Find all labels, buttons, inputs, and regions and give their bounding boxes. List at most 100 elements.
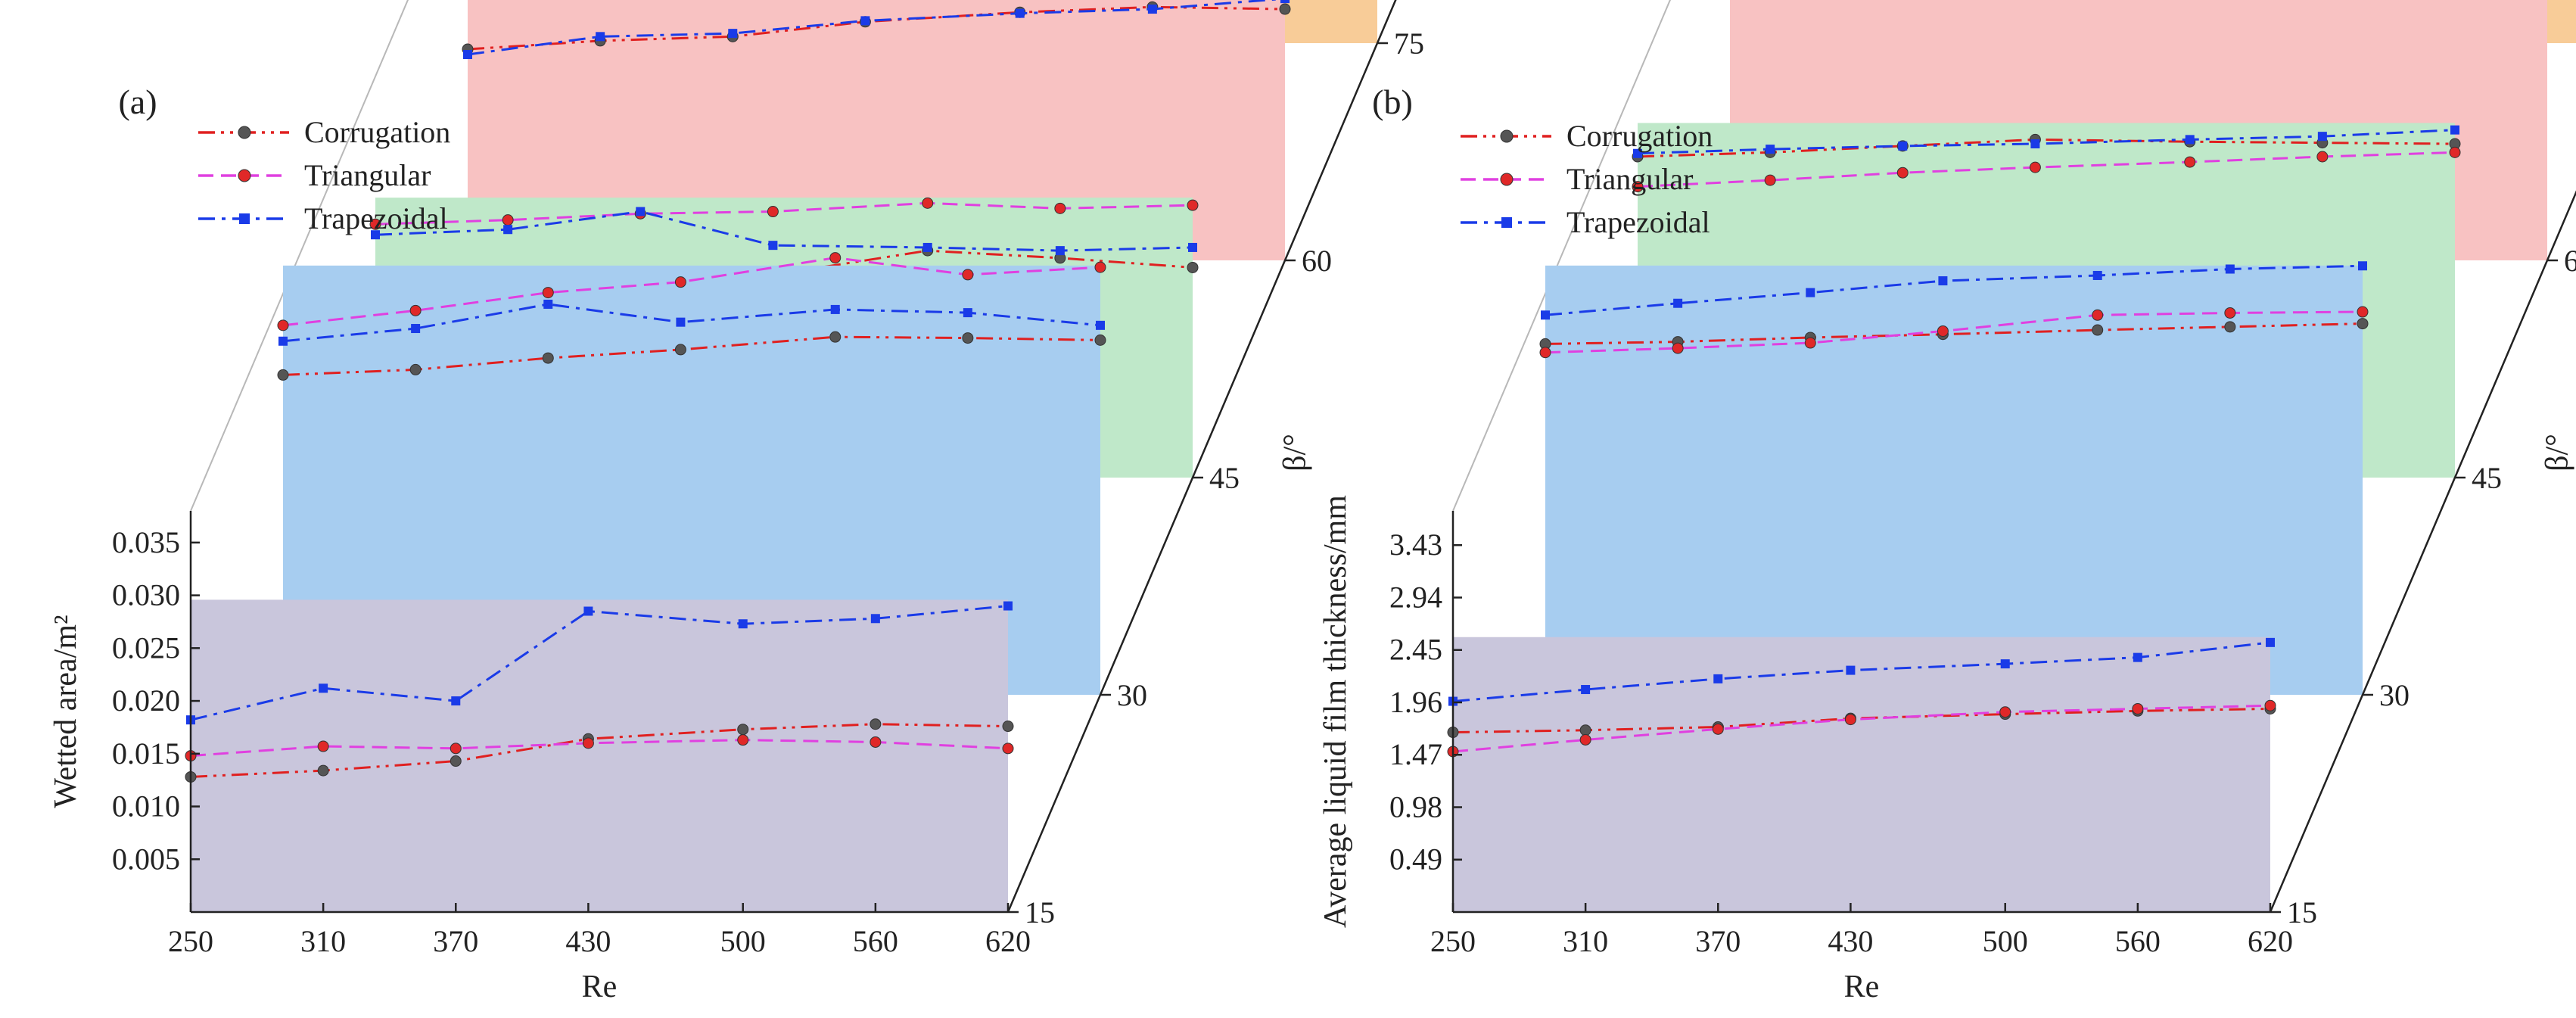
data-point-triangular	[450, 742, 462, 755]
x-tick-label: 620	[2248, 924, 2293, 958]
data-point-corrugation	[317, 764, 329, 777]
data-point-trapezoidal	[1188, 242, 1197, 252]
y-tick-label: 0.49	[1389, 842, 1442, 876]
x-tick-label: 370	[433, 924, 478, 958]
data-point-corrugation	[1579, 724, 1591, 736]
legend-marker-corrugation	[238, 126, 251, 139]
data-point-triangular	[502, 214, 514, 226]
y-tick-label: 1.96	[1389, 685, 1442, 719]
x-axis-title: Re	[582, 970, 618, 1004]
data-point-trapezoidal	[2450, 125, 2459, 135]
data-point-trapezoidal	[583, 606, 593, 616]
legend-marker-trapezoidal	[239, 213, 250, 224]
slice-beta-15	[1447, 637, 2276, 912]
legend-label-corrugation: Corrugation	[1566, 119, 1713, 153]
data-point-trapezoidal	[1673, 298, 1683, 308]
z-tick-label: 45	[2472, 461, 2502, 495]
data-point-corrugation	[1002, 721, 1014, 733]
data-point-trapezoidal	[1147, 5, 1157, 14]
slice-beta-30	[1539, 261, 2369, 695]
data-point-corrugation	[1187, 261, 1199, 273]
data-point-trapezoidal	[1280, 0, 1290, 4]
data-point-trapezoidal	[503, 225, 513, 235]
data-point-trapezoidal	[1096, 320, 1105, 330]
z-tick-label: 45	[1209, 461, 1240, 495]
x-tick-label: 430	[1828, 924, 1873, 958]
y-tick-label: 0.015	[112, 736, 180, 771]
data-point-trapezoidal	[1003, 601, 1013, 611]
data-point-trapezoidal	[1898, 141, 1908, 151]
data-point-trapezoidal	[870, 614, 880, 624]
legend-label-trapezoidal: Trapezoidal	[304, 201, 448, 235]
data-point-triangular	[2132, 702, 2144, 714]
data-point-trapezoidal	[860, 16, 870, 26]
data-point-trapezoidal	[922, 242, 932, 252]
data-point-corrugation	[542, 352, 554, 364]
data-point-trapezoidal	[768, 241, 778, 251]
x-axis-title: Re	[1844, 970, 1880, 1004]
data-point-trapezoidal	[463, 50, 472, 60]
chart-panel-b: 0.49 0.98 1.47 1.96 2.45 2.94 3.43 250 310 370 430…	[1318, 0, 2576, 1004]
data-point-triangular	[829, 252, 842, 264]
data-point-triangular	[1937, 325, 1949, 337]
y-tick-label: 0.025	[112, 630, 180, 665]
data-point-trapezoidal	[1713, 674, 1723, 683]
data-point-trapezoidal	[2317, 132, 2327, 142]
x-tick-label: 500	[720, 924, 766, 958]
data-point-triangular	[737, 734, 749, 746]
slab-beta-60	[468, 0, 1285, 260]
data-point-triangular	[2092, 309, 2104, 321]
data-point-triangular	[2184, 156, 2196, 168]
data-point-trapezoidal	[728, 29, 738, 39]
data-point-triangular	[1632, 181, 1644, 193]
data-point-triangular	[2316, 151, 2329, 163]
data-point-trapezoidal	[963, 308, 972, 318]
chart-legend: Corrugation Triangular Trapezoidal	[1461, 119, 1713, 239]
z-tick-label: 75	[1394, 26, 1424, 61]
z-tick-label: 60	[1302, 244, 1332, 278]
data-point-trapezoidal	[738, 619, 748, 629]
data-point-triangular	[369, 218, 381, 230]
data-point-triangular	[2449, 146, 2461, 158]
x-tick-label: 370	[1695, 924, 1741, 958]
data-point-trapezoidal	[1806, 288, 1815, 297]
x-tick-label: 560	[853, 924, 898, 958]
data-point-triangular	[2224, 307, 2236, 319]
data-point-trapezoidal	[2225, 264, 2235, 274]
data-point-triangular	[922, 197, 934, 209]
data-point-triangular	[1054, 202, 1066, 214]
data-point-corrugation	[1094, 334, 1106, 346]
box-depth-edge	[190, 0, 409, 512]
data-point-triangular	[870, 736, 882, 748]
slice-beta-60	[462, 0, 1291, 260]
legend-marker-corrugation	[1500, 129, 1514, 143]
slab-beta-15	[191, 599, 1008, 912]
data-point-corrugation	[674, 344, 686, 356]
data-point-trapezoidal	[2185, 135, 2195, 145]
y-axis-title: Average liquid film thickness/mm	[1318, 495, 1353, 928]
data-point-corrugation	[1279, 3, 1291, 15]
y-tick-label: 0.010	[112, 789, 180, 823]
legend-marker-triangular	[238, 169, 251, 182]
box-depth-edge	[1452, 0, 1672, 512]
data-point-triangular	[542, 287, 554, 299]
data-point-triangular	[1187, 199, 1199, 211]
z-axis-title: β/°	[1277, 434, 1312, 472]
data-point-trapezoidal	[1766, 145, 1775, 154]
data-point-triangular	[1002, 742, 1014, 755]
data-point-trapezoidal	[636, 207, 646, 216]
chart-legend: Corrugation Triangular Trapezoidal	[198, 115, 450, 235]
data-point-corrugation	[409, 363, 422, 375]
data-point-trapezoidal	[676, 317, 686, 327]
chart-axes	[1451, 190, 2576, 914]
data-point-triangular	[1999, 706, 2011, 718]
slice-beta-15	[185, 599, 1014, 912]
data-point-trapezoidal	[543, 299, 553, 309]
data-point-trapezoidal	[2133, 652, 2142, 662]
z-axis-title: β/°	[2540, 434, 2574, 472]
data-point-trapezoidal	[1581, 685, 1591, 695]
data-point-trapezoidal	[1938, 276, 1948, 286]
data-point-corrugation	[2092, 324, 2104, 336]
z-tick-label: 30	[1117, 678, 1147, 712]
data-point-trapezoidal	[1633, 148, 1642, 158]
